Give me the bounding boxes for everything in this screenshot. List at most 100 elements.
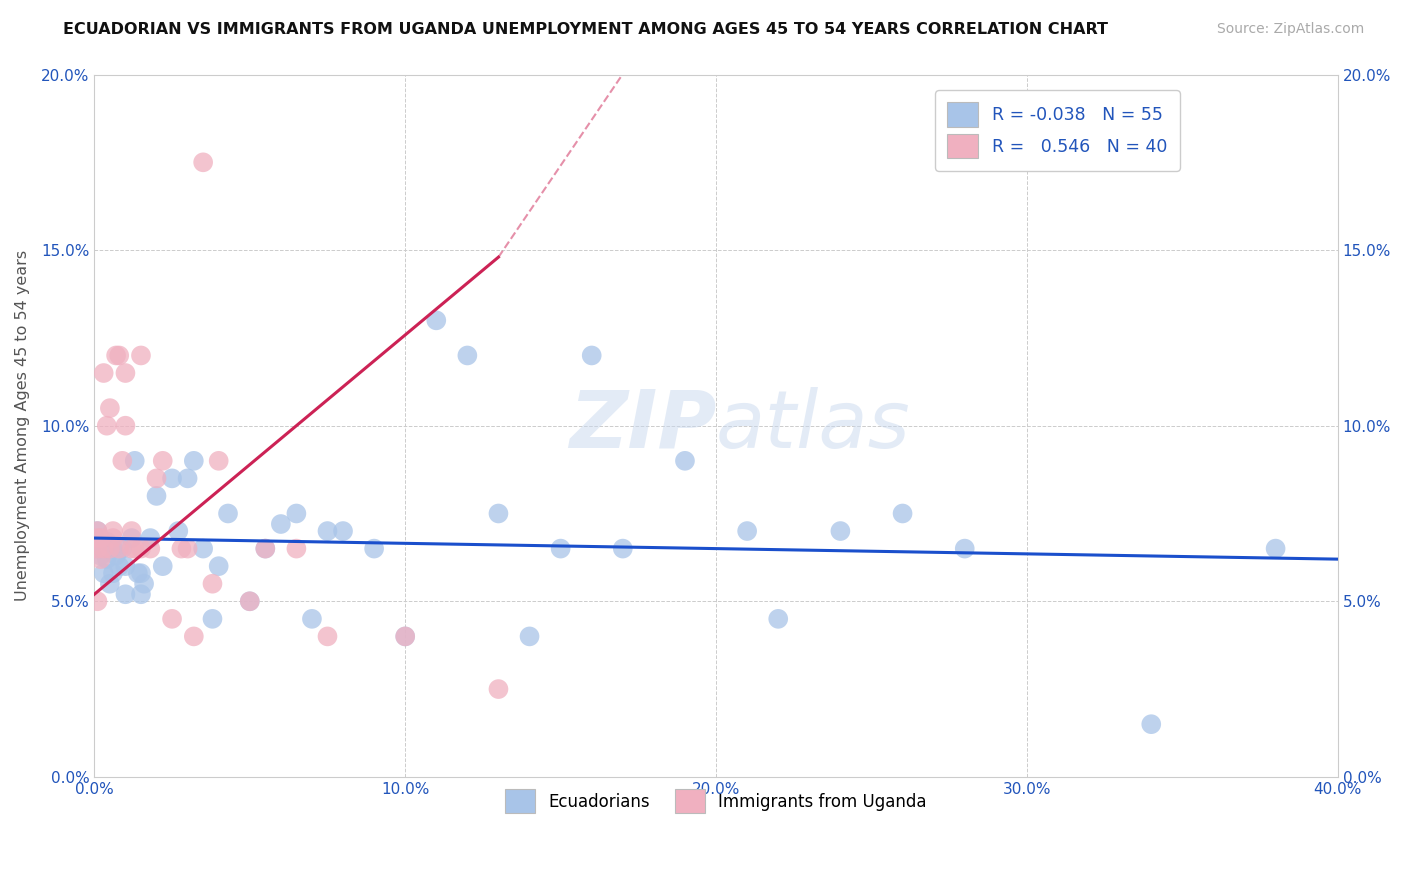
Point [176, 471, 198, 485]
Point [285, 541, 308, 556]
Point [208, 454, 231, 468]
Y-axis label: Unemployment Among Ages 45 to 54 years: Unemployment Among Ages 45 to 54 years [15, 250, 30, 601]
Point [101, 566, 124, 581]
Point [301, 612, 323, 626]
Point [121, 531, 143, 545]
Point [114, 366, 136, 380]
Point [456, 348, 478, 362]
Point [1140, 717, 1163, 731]
Point [114, 587, 136, 601]
Point [108, 559, 131, 574]
Point [86, 524, 108, 538]
Text: atlas: atlas [716, 387, 911, 465]
Point [101, 531, 124, 545]
Point [139, 531, 162, 545]
Point [114, 418, 136, 433]
Point [191, 541, 214, 556]
Point [98, 541, 121, 556]
Point [167, 524, 190, 538]
Point [145, 471, 167, 485]
Point [254, 541, 277, 556]
Point [550, 541, 572, 556]
Point [86, 541, 108, 556]
Point [111, 541, 134, 556]
Point [96, 534, 118, 549]
Point [183, 629, 205, 643]
Point [612, 541, 634, 556]
Point [394, 629, 416, 643]
Point [425, 313, 447, 327]
Point [1264, 541, 1286, 556]
Point [124, 454, 146, 468]
Point [129, 566, 152, 581]
Point [152, 454, 174, 468]
Point [129, 348, 152, 362]
Point [191, 155, 214, 169]
Text: ECUADORIAN VS IMMIGRANTS FROM UGANDA UNEMPLOYMENT AMONG AGES 45 TO 54 YEARS CORR: ECUADORIAN VS IMMIGRANTS FROM UGANDA UNE… [63, 22, 1108, 37]
Point [129, 587, 152, 601]
Point [96, 552, 118, 566]
Point [98, 401, 121, 416]
Point [86, 594, 108, 608]
Point [93, 541, 115, 556]
Point [254, 541, 277, 556]
Point [101, 541, 124, 556]
Point [139, 541, 162, 556]
Point [768, 612, 790, 626]
Point [183, 454, 205, 468]
Point [108, 541, 131, 556]
Point [121, 524, 143, 538]
Point [332, 524, 354, 538]
Point [830, 524, 852, 538]
Legend: Ecuadorians, Immigrants from Uganda: Ecuadorians, Immigrants from Uganda [494, 778, 939, 825]
Point [217, 507, 239, 521]
Point [285, 507, 308, 521]
Point [394, 629, 416, 643]
Point [132, 576, 155, 591]
Point [488, 507, 510, 521]
Point [316, 629, 339, 643]
Point [953, 541, 976, 556]
Point [363, 541, 385, 556]
Point [105, 549, 128, 563]
Point [96, 418, 118, 433]
Point [86, 531, 108, 545]
Point [170, 541, 193, 556]
Point [93, 366, 115, 380]
Point [145, 489, 167, 503]
Point [152, 559, 174, 574]
Point [86, 541, 108, 556]
Point [86, 524, 108, 538]
Point [105, 348, 128, 362]
Point [201, 576, 224, 591]
Point [239, 594, 262, 608]
Point [93, 566, 115, 581]
Point [160, 471, 183, 485]
Point [581, 348, 603, 362]
Point [114, 559, 136, 574]
Point [160, 612, 183, 626]
Point [891, 507, 914, 521]
Point [176, 541, 198, 556]
Point [111, 454, 134, 468]
Point [129, 541, 152, 556]
Point [239, 594, 262, 608]
Point [316, 524, 339, 538]
Point [201, 612, 224, 626]
Point [127, 566, 149, 581]
Point [90, 552, 112, 566]
Point [90, 549, 112, 563]
Text: ZIP: ZIP [568, 387, 716, 465]
Point [270, 516, 292, 531]
Point [488, 682, 510, 697]
Point [121, 541, 143, 556]
Point [101, 524, 124, 538]
Point [98, 576, 121, 591]
Point [124, 541, 146, 556]
Text: Source: ZipAtlas.com: Source: ZipAtlas.com [1216, 22, 1364, 37]
Point [735, 524, 758, 538]
Point [673, 454, 696, 468]
Point [519, 629, 541, 643]
Point [108, 348, 131, 362]
Point [90, 531, 112, 545]
